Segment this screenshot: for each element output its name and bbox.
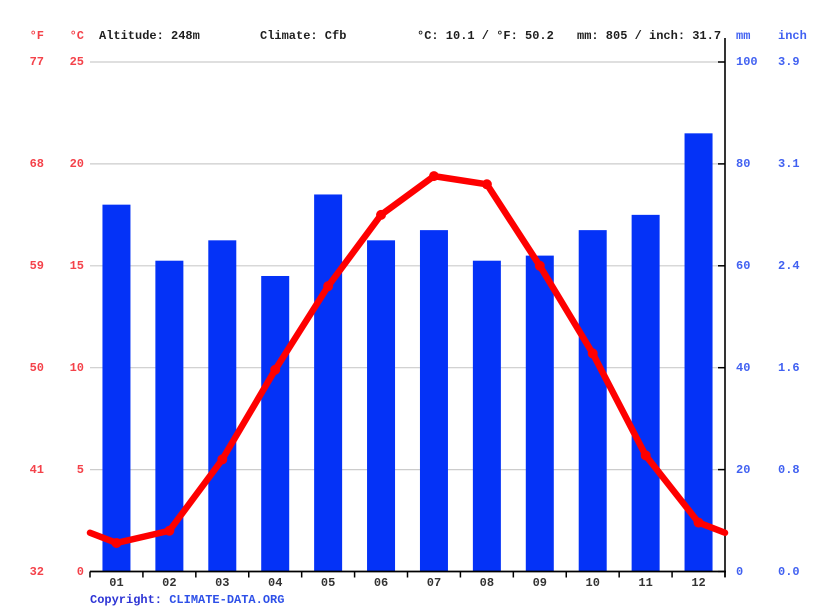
mm-tick-label: 40 (736, 360, 751, 375)
precip-bar (684, 133, 713, 572)
altitude-label: Altitude: 248m (99, 29, 200, 43)
mm-axis-unit-label: mm (736, 29, 751, 43)
f-tick-label: 68 (29, 156, 44, 171)
precip-bar (367, 240, 396, 572)
c-tick-label: 0 (76, 564, 84, 579)
precip-bar (419, 230, 448, 572)
temp-point (640, 450, 651, 461)
temp-line (86, 172, 729, 547)
copyright-line: Copyright: CLIMATE-DATA.ORG (90, 593, 284, 607)
precip-bar (631, 214, 660, 572)
month-label: 06 (373, 576, 389, 590)
c-tick-label: 20 (69, 156, 84, 171)
temp-point (481, 179, 492, 190)
inch-tick-label: 3.9 (778, 55, 800, 69)
mm-tick-label: 100 (736, 55, 758, 69)
f-tick-label: 50 (29, 360, 44, 375)
inch-tick-label: 2.4 (778, 258, 800, 273)
f-tick-label: 77 (29, 55, 44, 69)
copyright-label: Copyright: (90, 593, 170, 607)
c-tick-label: 10 (69, 360, 84, 375)
inch-tick-label: 0.0 (778, 564, 800, 579)
precip-bar (155, 260, 184, 572)
c-tick-label: 25 (69, 55, 84, 69)
precip-bar (525, 255, 554, 572)
precip-bar (102, 204, 131, 572)
climate-classification-label: Climate: Cfb (260, 29, 347, 43)
month-label: 09 (532, 576, 547, 590)
mm-tick-label: 20 (736, 462, 751, 477)
mm-tick-label: 0 (736, 564, 744, 579)
f-tick-label: 32 (29, 564, 44, 579)
month-label: 04 (268, 576, 283, 590)
temp-point (217, 454, 228, 465)
climate-data-org-link[interactable]: CLIMATE-DATA.ORG (169, 593, 285, 607)
month-label: 05 (320, 576, 336, 590)
precipitation-summary: mm: 805 / inch: 31.7 (577, 29, 722, 43)
month-label: 08 (479, 576, 495, 590)
temp-point (376, 209, 387, 220)
precip-bar (472, 260, 501, 572)
temp-point (111, 537, 122, 548)
mean-temperature-summary: °C: 10.1 / °F: 50.2 (417, 29, 554, 43)
temp-point (428, 171, 439, 182)
precip-bar (261, 275, 290, 572)
c-tick-label: 5 (76, 462, 84, 477)
inch-axis-unit-label: inch (778, 29, 807, 43)
month-label: 02 (162, 576, 177, 590)
c-axis-unit-label: °C (69, 29, 84, 43)
temp-point (323, 281, 334, 292)
mm-tick-label: 60 (736, 258, 751, 273)
temp-point (534, 260, 545, 271)
inch-tick-label: 3.1 (778, 156, 800, 171)
f-tick-label: 59 (29, 258, 44, 273)
mm-tick-label: 80 (736, 156, 751, 171)
temp-point (164, 525, 175, 536)
temp-point (270, 364, 281, 375)
inch-tick-label: 1.6 (778, 360, 800, 375)
inch-tick-label: 0.8 (778, 462, 800, 477)
month-label: 07 (426, 576, 442, 590)
precip-bar (314, 194, 343, 572)
precip-bar (208, 240, 237, 572)
month-label: 12 (691, 576, 706, 590)
precip-bar (578, 230, 607, 572)
month-label: 01 (109, 576, 124, 590)
month-label: 03 (215, 576, 230, 590)
month-label: 10 (585, 576, 600, 590)
f-axis-unit-label: °F (29, 29, 44, 43)
temp-point (587, 348, 598, 359)
temp-point (693, 517, 704, 528)
f-tick-label: 41 (29, 462, 44, 477)
c-tick-label: 15 (69, 258, 84, 273)
month-label: 11 (638, 576, 653, 590)
